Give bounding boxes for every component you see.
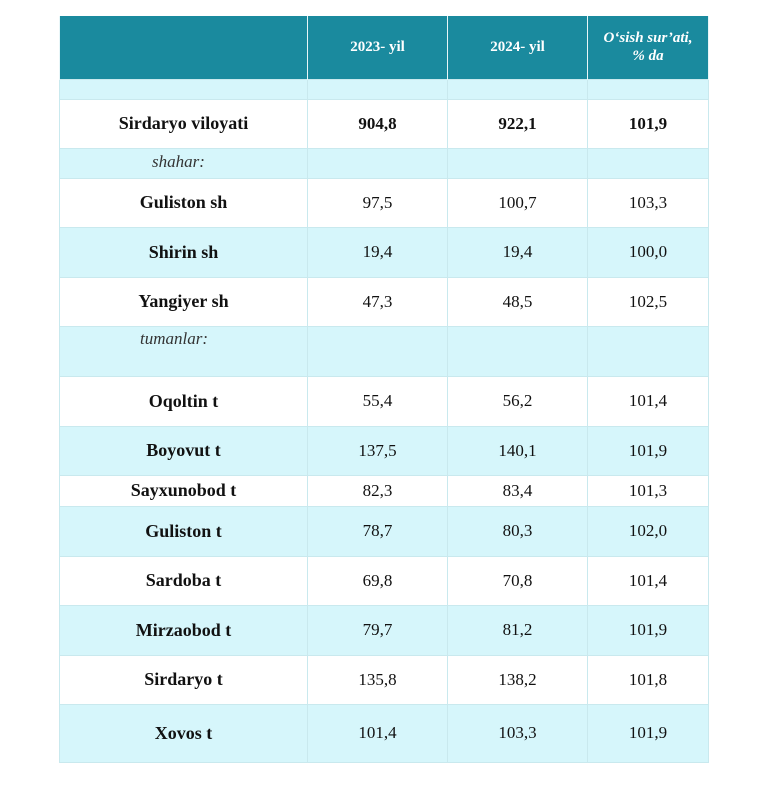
region-2024: 922,1	[447, 98, 588, 149]
header-growth: O‘sish sur’ati, % da	[587, 16, 709, 79]
region-growth: 101,9	[587, 98, 709, 149]
cities-label: shahar:	[59, 147, 308, 179]
row-2023: 55,4	[307, 375, 448, 427]
row-2023: 135,8	[307, 654, 448, 705]
row-growth: 101,3	[587, 474, 709, 507]
row-2024: 48,5	[447, 276, 588, 327]
row-2024: 138,2	[447, 654, 588, 705]
table-row: Sayxunobod t 82,3 83,4 101,3	[59, 474, 709, 507]
row-2023: 78,7	[307, 505, 448, 557]
statistics-table: 2023- yil 2024- yil O‘sish sur’ati, % da…	[59, 16, 709, 763]
table-row: Guliston sh 97,5 100,7 103,3	[59, 177, 709, 228]
row-growth: 101,8	[587, 654, 709, 705]
row-2024: 103,3	[447, 703, 588, 763]
row-growth: 102,0	[587, 505, 709, 557]
table-row: Shirin sh 19,4 19,4 100,0	[59, 226, 709, 278]
region-2023: 904,8	[307, 98, 448, 149]
header-2024: 2024- yil	[447, 16, 588, 79]
row-name: Shirin sh	[59, 226, 308, 278]
row-2024: 80,3	[447, 505, 588, 557]
row-2023: 101,4	[307, 703, 448, 763]
row-name: Mirzaobod t	[59, 604, 308, 656]
row-growth: 101,4	[587, 375, 709, 427]
row-2024: 81,2	[447, 604, 588, 656]
row-name: Guliston t	[59, 505, 308, 557]
row-2024: 83,4	[447, 474, 588, 507]
section-row-cities: shahar:	[59, 147, 709, 179]
table-row: Mirzaobod t 79,7 81,2 101,9	[59, 604, 709, 656]
header-growth-line2: % da	[632, 48, 664, 65]
table-row: Guliston t 78,7 80,3 102,0	[59, 505, 709, 557]
table-row: Sirdaryo t 135,8 138,2 101,8	[59, 654, 709, 705]
row-growth: 100,0	[587, 226, 709, 278]
row-name: Sirdaryo t	[59, 654, 308, 705]
header-name-cell	[59, 16, 308, 79]
table-header-row: 2023- yil 2024- yil O‘sish sur’ati, % da	[59, 16, 709, 79]
row-name: Oqoltin t	[59, 375, 308, 427]
table-row: Boyovut t 137,5 140,1 101,9	[59, 425, 709, 476]
row-growth: 101,9	[587, 604, 709, 656]
table-row: Xovos t 101,4 103,3 101,9	[59, 703, 709, 763]
row-name: Boyovut t	[59, 425, 308, 476]
row-2024: 100,7	[447, 177, 588, 228]
row-name: Guliston sh	[59, 177, 308, 228]
row-growth: 102,5	[587, 276, 709, 327]
row-2024: 19,4	[447, 226, 588, 278]
row-name: Yangiyer sh	[59, 276, 308, 327]
table-row-region: Sirdaryo viloyati 904,8 922,1 101,9	[59, 98, 709, 149]
districts-label: tumanlar:	[59, 325, 308, 377]
row-growth: 103,3	[587, 177, 709, 228]
row-name: Sardoba t	[59, 555, 308, 606]
row-growth: 101,9	[587, 425, 709, 476]
table-row: Oqoltin t 55,4 56,2 101,4	[59, 375, 709, 427]
row-2023: 47,3	[307, 276, 448, 327]
table-row: Yangiyer sh 47,3 48,5 102,5	[59, 276, 709, 327]
row-growth: 101,4	[587, 555, 709, 606]
row-2023: 79,7	[307, 604, 448, 656]
header-growth-line1: O‘sish sur’ati,	[603, 30, 693, 47]
row-2023: 82,3	[307, 474, 448, 507]
header-2023: 2023- yil	[307, 16, 448, 79]
row-growth: 101,9	[587, 703, 709, 763]
row-2023: 97,5	[307, 177, 448, 228]
row-name: Sayxunobod t	[59, 474, 308, 507]
table-row: Sardoba t 69,8 70,8 101,4	[59, 555, 709, 606]
row-2023: 137,5	[307, 425, 448, 476]
row-2023: 19,4	[307, 226, 448, 278]
row-2024: 140,1	[447, 425, 588, 476]
region-name: Sirdaryo viloyati	[59, 98, 308, 149]
section-row-districts: tumanlar:	[59, 325, 709, 377]
spacer-row	[59, 78, 709, 100]
row-2024: 56,2	[447, 375, 588, 427]
row-2023: 69,8	[307, 555, 448, 606]
row-2024: 70,8	[447, 555, 588, 606]
row-name: Xovos t	[59, 703, 308, 763]
